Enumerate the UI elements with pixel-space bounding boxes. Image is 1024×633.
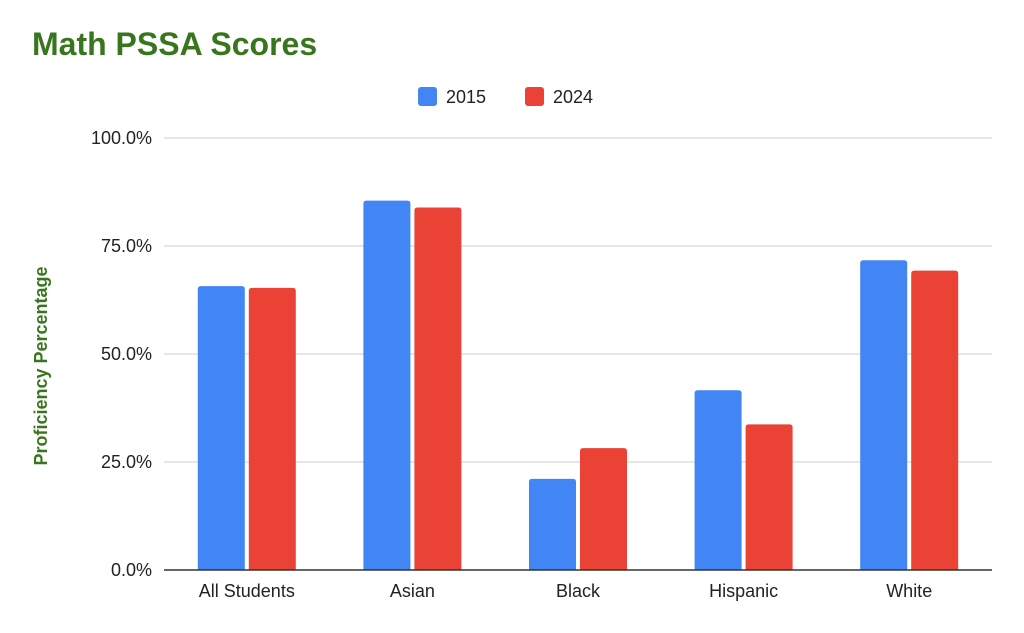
gridlines [164,137,992,463]
y-tick-label: 0.0% [111,560,152,580]
y-tick-label: 25.0% [101,452,152,472]
bar-2024-asian [414,207,462,570]
x-tick-label: Hispanic [709,581,778,601]
legend-swatch-2024 [525,87,544,106]
bar-2015-white [860,260,908,570]
x-tick-label: Black [556,581,601,601]
bar-2024-black [580,448,627,570]
bars [197,200,959,570]
y-axis-label: Proficiency Percentage [31,266,51,465]
legend-label-2024: 2024 [553,87,593,107]
legend-swatch-2015 [418,87,437,106]
bar-2015-black [529,478,576,570]
y-tick-label: 50.0% [101,344,152,364]
bar-2015-asian [363,200,411,570]
bar-2024-white [911,270,959,570]
chart-title: Math PSSA Scores [32,26,318,62]
bar-2024-all-students [248,287,296,570]
x-tick-label: Asian [390,581,435,601]
bar-2024-hispanic [745,424,793,570]
legend-label-2015: 2015 [446,87,486,107]
bar-2015-all-students [197,286,245,570]
y-tick-label: 75.0% [101,236,152,256]
legend: 2015 2024 [418,87,593,107]
x-tick-label: White [886,581,932,601]
y-axis-ticks: 0.0% 25.0% 50.0% 75.0% 100.0% [91,128,152,580]
x-tick-label: All Students [199,581,295,601]
bar-2015-hispanic [694,390,742,570]
x-axis-ticks: All Students Asian Black Hispanic White [199,581,932,601]
y-tick-label: 100.0% [91,128,152,148]
